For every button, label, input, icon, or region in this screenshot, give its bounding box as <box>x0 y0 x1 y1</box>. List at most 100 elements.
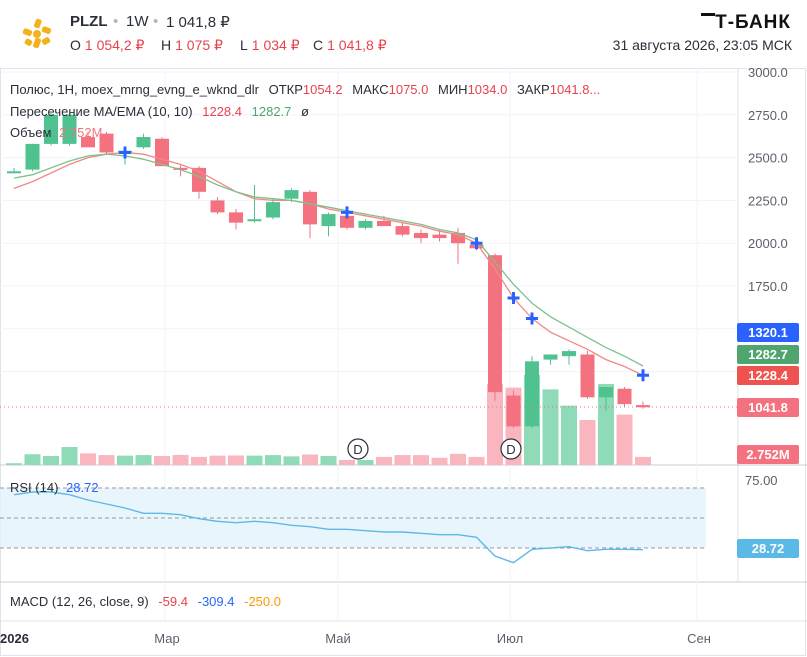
volume-legend: Объем 2.752M <box>10 125 102 140</box>
rsi-legend: RSI (14) 28.72 <box>10 480 99 495</box>
brand-logo: Т-БАНК <box>715 12 791 33</box>
volume-bar <box>24 454 41 465</box>
ma-ema-legend: Пересечение MA/EMA (10, 10) 1228.4 1282.… <box>10 104 309 119</box>
price-tick: 2750.0 <box>748 108 788 123</box>
dividend-marker[interactable]: D <box>347 438 369 460</box>
volume-bar <box>80 453 96 465</box>
candle-body <box>210 200 225 213</box>
candle-body <box>432 234 447 239</box>
interval-label[interactable]: 1W <box>126 13 149 30</box>
volume-bar <box>6 463 22 465</box>
price-axis[interactable]: 3000.0 2750.0 2500.0 2250.0 2000.0 1750.0 <box>748 68 788 294</box>
cross-marker-icon <box>637 369 649 382</box>
separator-dot: • <box>153 13 159 30</box>
ema-line <box>13 153 644 367</box>
rsi-axis-top: 75.00 <box>745 473 778 488</box>
price-tick: 2000.0 <box>748 236 788 251</box>
volume-bar <box>339 459 355 465</box>
last-price-badge: 1041.8 <box>737 398 799 417</box>
volume-bar <box>302 454 318 465</box>
svg-text:2.752M: 2.752M <box>746 447 789 462</box>
ma-line <box>13 151 644 376</box>
candle-body <box>599 387 613 398</box>
svg-text:D: D <box>353 442 362 457</box>
volume-bar <box>154 456 170 465</box>
svg-text:1228.4: 1228.4 <box>748 368 789 383</box>
candle-body <box>377 220 391 227</box>
volume-bar <box>43 456 59 465</box>
rsi-value-badge: 28.72 <box>737 539 799 558</box>
svg-text:28.72: 28.72 <box>752 541 785 556</box>
svg-text:1041.8: 1041.8 <box>748 400 788 415</box>
separator-dot: • <box>113 13 119 30</box>
volume-bar <box>246 455 263 465</box>
candle-body <box>99 133 114 153</box>
volume-bar <box>320 456 337 465</box>
cross-marker-icon <box>341 206 353 219</box>
volume-bar <box>413 455 429 465</box>
time-label: Июл <box>497 631 523 646</box>
candle-body <box>44 114 58 144</box>
volume-bar <box>635 456 651 465</box>
ticker-symbol[interactable]: PLZL <box>70 13 108 30</box>
cross-marker-icon <box>526 312 538 325</box>
datetime-label: 31 августа 2026, 23:05 МСК <box>612 37 792 53</box>
volume-bar <box>616 414 633 465</box>
price-tick: 3000.0 <box>748 68 788 80</box>
volume-bar <box>265 455 281 465</box>
candle-body <box>543 354 558 360</box>
candle-body <box>229 212 243 223</box>
candle-body <box>303 191 317 225</box>
candle-body <box>617 388 632 405</box>
chart-area[interactable]: D D 3000.0 2750.0 2500.0 2250.0 2000.0 1750.0… <box>0 68 807 657</box>
volume-bar <box>450 453 466 465</box>
ma-red-badge: 1228.4 <box>737 366 799 385</box>
candle-body <box>414 232 428 239</box>
candle-body <box>636 405 650 408</box>
time-label: Сен <box>687 631 711 646</box>
svg-text:D: D <box>506 442 515 457</box>
candle-body <box>525 361 539 427</box>
time-label-year: 2026 <box>0 631 29 646</box>
svg-text:1282.7: 1282.7 <box>748 347 788 362</box>
svg-text:1320.1: 1320.1 <box>748 325 788 340</box>
candle-body <box>25 143 40 170</box>
rsi-line <box>13 491 644 564</box>
time-label: Мар <box>154 631 179 646</box>
candle-body <box>358 220 373 228</box>
polyus-logo-icon <box>22 18 52 49</box>
volume-bar <box>61 447 78 465</box>
volume-bar <box>98 455 115 465</box>
volume-bar <box>561 405 577 465</box>
dividend-marker[interactable]: D <box>500 438 522 460</box>
candlestick-series <box>7 113 650 429</box>
candle-body <box>81 137 95 148</box>
volume-series <box>6 375 651 465</box>
ma-green-badge: 1282.7 <box>737 345 799 364</box>
candle-body <box>155 138 169 167</box>
volume-bar <box>542 389 559 465</box>
volume-bar <box>191 456 207 465</box>
volume-bar <box>172 454 189 465</box>
price-tick: 1750.0 <box>748 279 788 294</box>
volume-bar <box>283 456 300 465</box>
candle-body <box>506 395 521 427</box>
cross-marker-icon <box>470 237 483 250</box>
candle-body <box>451 232 465 244</box>
series-legend: Полюс, 1Н, moex_mrng_evng_e_wknd_dlr ОТК… <box>10 82 600 97</box>
candle-body <box>7 171 21 174</box>
cross-marker-icon <box>119 146 131 159</box>
volume-bar <box>468 456 485 465</box>
volume-bar <box>579 420 596 465</box>
cross-markers <box>119 146 649 382</box>
chart-frame <box>0 68 806 656</box>
cross-marker-icon <box>507 291 520 304</box>
price-tick: 2500.0 <box>748 151 788 166</box>
horizontal-grid <box>0 71 738 373</box>
candle-body <box>266 202 280 218</box>
candle-body <box>395 226 410 235</box>
last-price: 1 041,8 ₽ <box>166 14 230 31</box>
